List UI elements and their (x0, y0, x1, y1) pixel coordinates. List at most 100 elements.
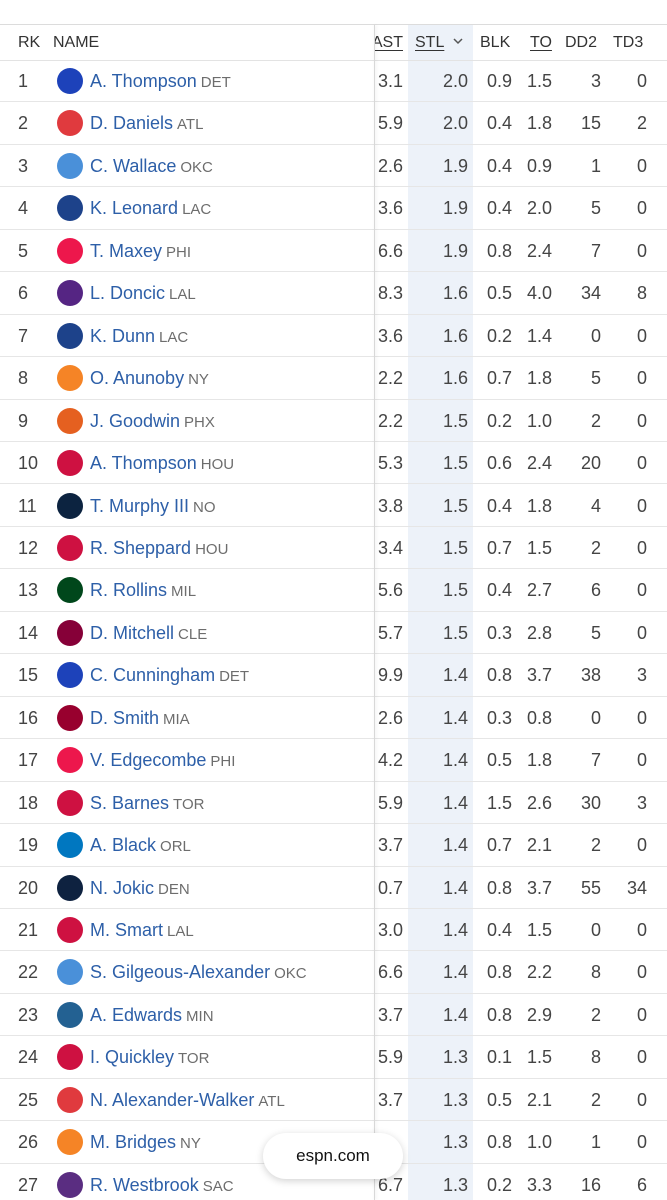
td3-value: 0 (636, 580, 647, 601)
dd2-value: 20 (580, 453, 601, 474)
player-name[interactable]: I. Quickley (90, 1047, 175, 1068)
player-name[interactable]: D. Smith (90, 707, 160, 728)
player-name[interactable]: C. Cunningham (90, 665, 216, 686)
player-name[interactable]: A. Edwards (90, 1004, 183, 1025)
ast-clip: 3.0 (375, 909, 403, 951)
team-abbr: HOU (195, 540, 229, 558)
player-name[interactable]: N. Alexander-Walker (90, 1089, 255, 1110)
player-name[interactable]: D. Mitchell (90, 622, 175, 643)
player-name[interactable]: J. Goodwin (90, 410, 181, 431)
to-value: 3.7 (526, 665, 552, 686)
player-name[interactable]: M. Bridges (90, 1132, 177, 1153)
ast-value: 3.8 (377, 495, 403, 516)
dd2-value: 8 (590, 1047, 601, 1068)
header-rk[interactable]: RK (18, 34, 41, 51)
rank: 16 (18, 707, 39, 728)
ast-clip: 3.1 (375, 60, 403, 102)
player-name[interactable]: K. Leonard (90, 198, 179, 219)
to-value: 1.0 (526, 1132, 552, 1153)
url-pill[interactable]: espn.com (263, 1133, 403, 1179)
player-name[interactable]: R. Sheppard (90, 537, 192, 558)
player-name[interactable]: R. Rollins (90, 580, 168, 601)
player-name[interactable]: L. Doncic (90, 283, 166, 304)
ast-clip: 3.8 (375, 485, 403, 527)
ast-value: 3.0 (377, 920, 403, 940)
ast-clip: 6.6 (375, 230, 403, 272)
player-cell: T. Maxey PHI (90, 230, 191, 272)
blk-value: 0.8 (486, 1004, 512, 1025)
blk-value: 0.4 (486, 920, 512, 940)
stl-value: 2.0 (442, 113, 468, 134)
team-logo (57, 407, 83, 434)
ast-clip: 6.7 (375, 1164, 403, 1200)
ast-value: 5.6 (377, 580, 403, 601)
player-name[interactable]: T. Maxey (90, 240, 163, 261)
rank: 14 (18, 622, 39, 643)
ast-clip: 5.7 (375, 612, 403, 654)
blk-value: 0.4 (486, 580, 512, 601)
dd2-value: 2 (590, 410, 601, 431)
header-blk[interactable]: BLK (480, 34, 511, 51)
to-value: 3.7 (526, 877, 552, 898)
td3-value: 8 (636, 283, 647, 304)
td3-value: 0 (636, 240, 647, 261)
player-name[interactable]: D. Daniels (90, 113, 174, 134)
header-td3[interactable]: TD3 (613, 34, 644, 51)
header-dd2[interactable]: DD2 (565, 34, 598, 51)
table-row: 4 K. Leonard LAC 3.6 1.9 0.4 2.0 5 0 (0, 187, 667, 230)
team-abbr: NY (180, 1135, 201, 1153)
rank: 10 (18, 453, 39, 474)
player-name[interactable]: S. Barnes (90, 792, 170, 813)
to-value: 2.7 (526, 580, 552, 601)
ast-clip: 2.2 (375, 357, 403, 399)
player-cell: N. Jokic DEN (90, 867, 190, 909)
player-name[interactable]: O. Anunoby (90, 368, 185, 389)
header-to[interactable]: TO (530, 34, 552, 51)
td3-value: 2 (636, 113, 647, 134)
team-abbr: NY (188, 371, 209, 389)
player-name[interactable]: T. Murphy III (90, 495, 190, 516)
player-name[interactable]: R. Westbrook (90, 1174, 199, 1195)
player-name[interactable]: A. Thompson (90, 71, 197, 91)
team-abbr: MIL (171, 583, 197, 601)
dd2-value: 8 (590, 962, 601, 983)
blk-value: 0.6 (486, 453, 512, 474)
td3-value: 0 (636, 410, 647, 431)
player-cell: A. Thompson DET (90, 60, 231, 102)
header-stl[interactable]: STL (415, 34, 445, 51)
td3-value: 0 (636, 707, 647, 728)
blk-value: 0.2 (486, 325, 512, 346)
player-name[interactable]: M. Smart (90, 920, 164, 940)
td3-value: 0 (636, 1004, 647, 1025)
player-cell: J. Goodwin PHX (90, 400, 215, 442)
header-ast[interactable]: AST (375, 34, 403, 51)
to-value: 3.3 (526, 1174, 552, 1195)
player-name[interactable]: V. Edgecombe (90, 750, 207, 771)
stl-value: 1.5 (442, 622, 468, 643)
team-abbr: DET (200, 74, 231, 91)
player-cell: T. Murphy III NO (90, 485, 216, 527)
dd2-value: 6 (590, 580, 601, 601)
ast-value: 5.3 (377, 453, 403, 474)
player-name[interactable]: A. Black (90, 835, 157, 856)
team-abbr: ATL (177, 116, 204, 134)
team-abbr: TOR (178, 1050, 210, 1068)
player-name[interactable]: S. Gilgeous-Alexander (90, 962, 271, 983)
dd2-value: 4 (590, 495, 601, 516)
td3-value: 0 (636, 325, 647, 346)
ast-clip: 4.2 (375, 739, 403, 781)
player-name[interactable]: K. Dunn (90, 325, 156, 346)
team-logo (57, 577, 83, 604)
player-name[interactable]: A. Thompson (90, 453, 197, 474)
blk-value: 0.8 (486, 240, 512, 261)
player-cell: R. Westbrook SAC (90, 1164, 234, 1200)
stl-value: 1.4 (442, 750, 468, 771)
dd2-value: 0 (590, 325, 601, 346)
player-name[interactable]: N. Jokic (90, 877, 155, 898)
to-value: 1.5 (526, 537, 552, 558)
header-name[interactable]: NAME (53, 34, 100, 51)
to-value: 0.9 (526, 155, 552, 176)
rank: 5 (18, 240, 29, 261)
dd2-value: 34 (580, 283, 601, 304)
player-name[interactable]: C. Wallace (90, 155, 177, 176)
